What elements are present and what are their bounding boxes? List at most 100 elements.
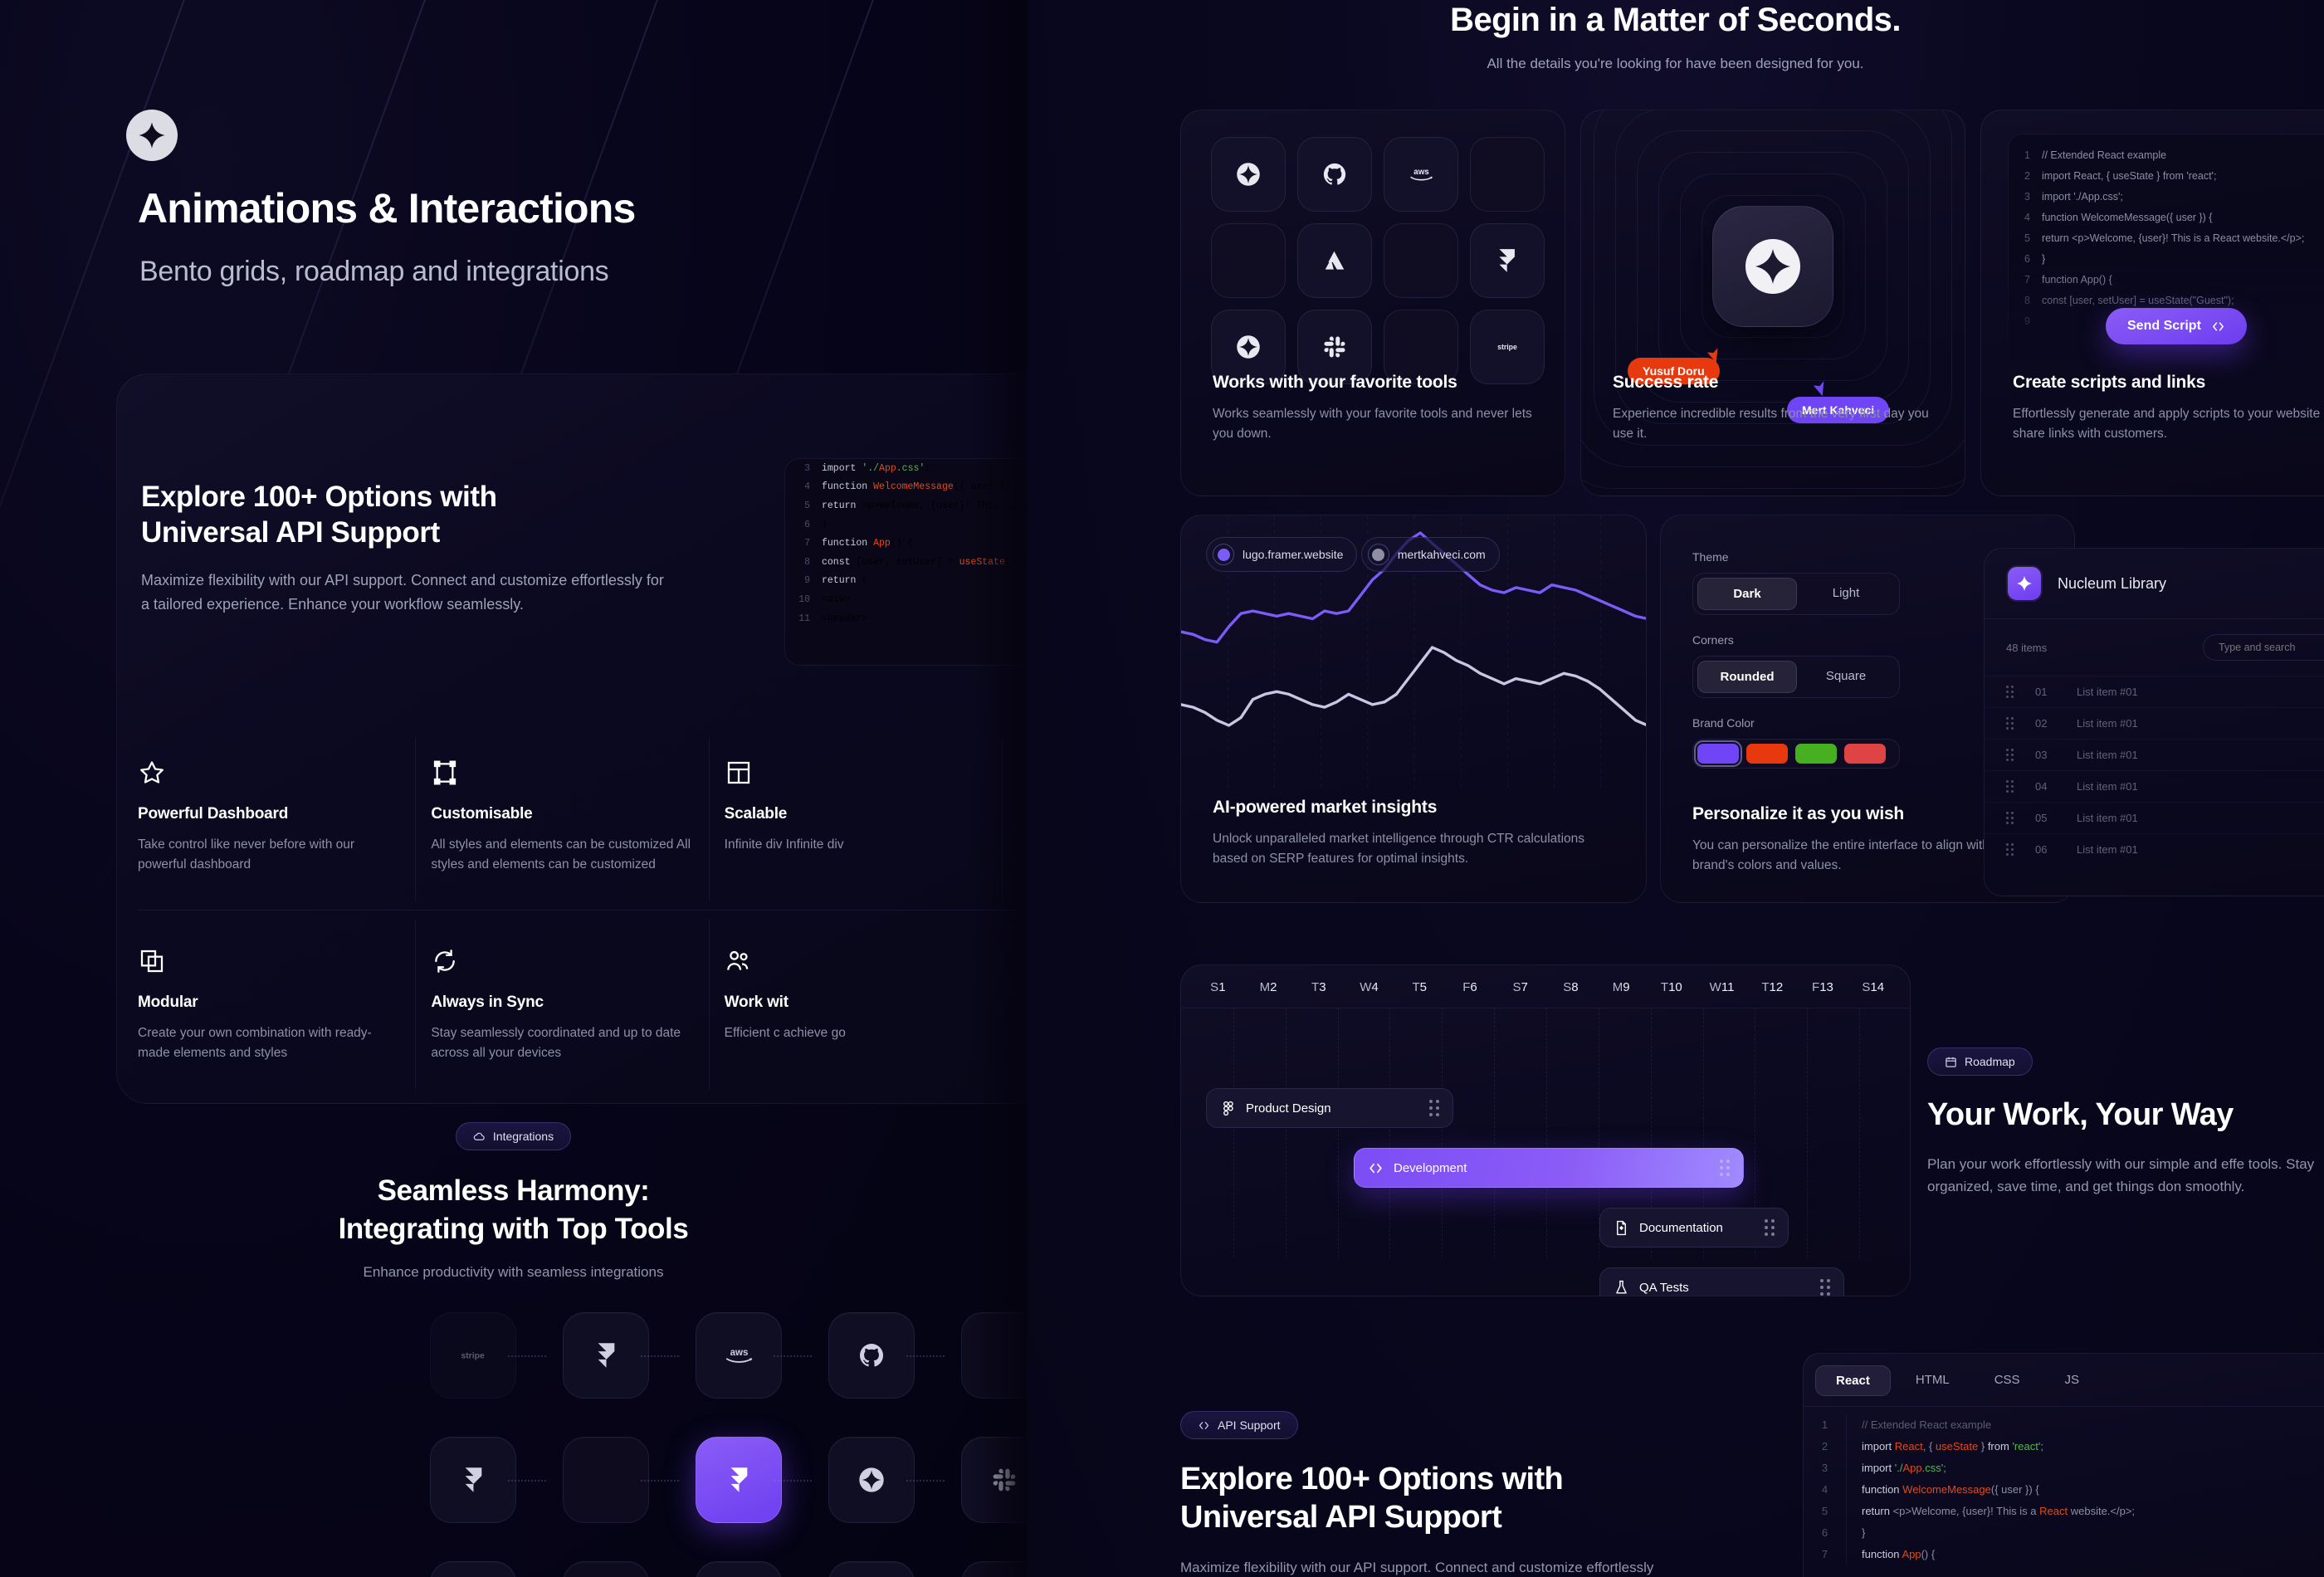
- nucleum-icon: [2006, 565, 2043, 602]
- integrations-badge[interactable]: Integrations: [455, 1122, 572, 1150]
- code-line-text: function App() {: [1862, 1547, 1936, 1560]
- code-line-text: import './App.css';: [822, 462, 931, 474]
- drag-handle-icon[interactable]: [1765, 1219, 1775, 1236]
- tool-tile-blank[interactable]: [1384, 223, 1458, 298]
- sparkle-star-icon: [2016, 575, 2033, 592]
- library-header: Nucleum Library: [1985, 549, 2324, 619]
- drag-handle-icon[interactable]: [2006, 843, 2014, 856]
- corners-segmented-control[interactable]: Rounded Square: [1692, 656, 1900, 698]
- api-support-badge[interactable]: API Support: [1180, 1411, 1298, 1439]
- editor-tab-html[interactable]: HTML: [1915, 1373, 1950, 1387]
- gantt-gridline: [1389, 1008, 1391, 1257]
- drag-handle-icon[interactable]: [2006, 717, 2014, 730]
- gantt-body: Product Design Development Documentation QA…: [1181, 1008, 1910, 1296]
- legend-item-0[interactable]: lugo.framer.website: [1206, 537, 1358, 572]
- flask-icon: [1614, 1280, 1629, 1296]
- integration-logo-nucleum[interactable]: [828, 1437, 915, 1523]
- tool-tile-framer[interactable]: [1470, 223, 1545, 298]
- integration-logo-github[interactable]: [828, 1312, 915, 1399]
- corners-label: Corners: [1692, 633, 1734, 647]
- drag-handle-icon[interactable]: [2006, 812, 2014, 824]
- integration-logo-framer-accent[interactable]: [696, 1437, 782, 1523]
- code-line-text: }: [822, 519, 828, 530]
- library-list-item[interactable]: 03 List item #01: [1985, 739, 2324, 770]
- drag-handle-icon[interactable]: [2006, 686, 2014, 698]
- drag-handle-icon[interactable]: [2006, 749, 2014, 761]
- integration-logo-aws[interactable]: aws: [696, 1312, 782, 1399]
- tool-tile-stripe[interactable]: stripe: [1470, 310, 1545, 384]
- tool-tile-github[interactable]: [1297, 137, 1372, 212]
- brand-color-swatch[interactable]: [1694, 740, 1742, 767]
- gantt-day-header: S1 M2 T3 W4 T5 F6 S7 S8 M9 T10 W11 T12 F13 S14: [1181, 965, 1910, 1008]
- drag-handle-icon[interactable]: [1429, 1100, 1439, 1116]
- editor-tab-js[interactable]: JS: [2064, 1373, 2080, 1387]
- library-list-item[interactable]: 02 List item #01: [1985, 707, 2324, 739]
- integrations-section: Integrations Seamless Harmony: Integrati…: [0, 1122, 1027, 1281]
- code-line: 2 import React, { useState } from 'react'…: [1804, 1435, 2324, 1457]
- integration-logo-blank[interactable]: [563, 1437, 649, 1523]
- tool-tile-blank[interactable]: [1470, 137, 1545, 212]
- feature-cell: Customisable All styles and elements can …: [431, 730, 724, 910]
- gantt-task-label: Documentation: [1639, 1220, 1723, 1235]
- editor-tab-react[interactable]: React: [1815, 1365, 1891, 1396]
- brand-color-swatch[interactable]: [1746, 744, 1788, 764]
- tool-tile-blank[interactable]: [1211, 223, 1286, 298]
- success-card-desc: Experience incredible results from the v…: [1613, 407, 1929, 442]
- drag-handle-icon[interactable]: [1820, 1279, 1830, 1296]
- theme-segmented-control[interactable]: Dark Light: [1692, 573, 1900, 615]
- integration-logo-framer[interactable]: [563, 1312, 649, 1399]
- frame-icon: [431, 759, 459, 787]
- theme-option-light[interactable]: Light: [1832, 586, 1860, 600]
- corners-option-square[interactable]: Square: [1825, 669, 1867, 683]
- page-title: Animations & Interactions: [138, 185, 636, 232]
- integration-logo-stripe[interactable]: stripe: [430, 1312, 516, 1399]
- brand-color-swatch[interactable]: [1844, 744, 1886, 764]
- gantt-day-cell: S1: [1210, 980, 1226, 994]
- brand-color-swatch[interactable]: [1795, 744, 1837, 764]
- drag-handle-icon[interactable]: [2006, 780, 2014, 793]
- api-title-line1: Explore 100+ Options with: [141, 481, 497, 513]
- code-line-text: <header>: [822, 613, 868, 624]
- code-line: 8 const [user, setUser] = useState("Gues…: [2009, 295, 2324, 315]
- gantt-gridline: [1337, 1008, 1339, 1257]
- gantt-task-bar[interactable]: Product Design: [1206, 1088, 1453, 1128]
- brand-color-swatches[interactable]: [1692, 739, 1900, 769]
- library-list-item[interactable]: 06 List item #01: [1985, 833, 2324, 865]
- tool-tile-nucleum[interactable]: [1211, 137, 1286, 212]
- gantt-task-bar[interactable]: Documentation: [1599, 1208, 1789, 1247]
- feature-cell: Always in Sync Stay seamlessly coordinate…: [431, 910, 725, 1098]
- library-search-input[interactable]: [2203, 634, 2324, 661]
- gantt-task-bar[interactable]: Development: [1354, 1148, 1744, 1188]
- integration-logo-aws[interactable]: aws: [696, 1561, 782, 1577]
- code-editor-card: React HTML CSS JS 1 // Extended React exampl…: [1803, 1353, 2324, 1577]
- tool-tile-atlassian[interactable]: [1297, 223, 1372, 298]
- sparkle-star-icon: [139, 122, 165, 149]
- gantt-gridline: [1650, 1008, 1652, 1257]
- integration-logo-framer[interactable]: [430, 1561, 516, 1577]
- integration-logo-blank[interactable]: [563, 1561, 649, 1577]
- send-script-button[interactable]: Send Script: [2106, 308, 2247, 344]
- integration-logo-framer[interactable]: [430, 1437, 516, 1523]
- library-item-index: 04: [2035, 780, 2048, 793]
- tool-tile-slack[interactable]: [1297, 310, 1372, 384]
- roadmap-badge[interactable]: Roadmap: [1927, 1047, 2033, 1076]
- drag-handle-icon[interactable]: [1720, 1160, 1730, 1176]
- theme-option-dark[interactable]: Dark: [1697, 578, 1797, 610]
- gantt-task-bar[interactable]: QA Tests: [1599, 1267, 1844, 1296]
- code-line-number: 5: [2024, 232, 2030, 244]
- library-list-item[interactable]: 01 List item #01: [1985, 676, 2324, 707]
- library-list-item[interactable]: 05 List item #01: [1985, 802, 2324, 833]
- library-list-item[interactable]: 04 List item #01: [1985, 770, 2324, 802]
- editor-tab-css[interactable]: CSS: [1994, 1373, 2020, 1387]
- tool-tile-blank[interactable]: [1384, 310, 1458, 384]
- code-line-number: 1: [2024, 149, 2030, 161]
- integration-logo-github[interactable]: [828, 1561, 915, 1577]
- legend-item-1[interactable]: mertkahveci.com: [1360, 537, 1500, 572]
- connector-line: [508, 1355, 546, 1357]
- corners-option-rounded[interactable]: Rounded: [1697, 661, 1797, 693]
- logo-cell: [407, 1542, 540, 1577]
- tool-tile-nucleum[interactable]: [1211, 310, 1286, 384]
- tool-tile-aws[interactable]: aws: [1384, 137, 1458, 212]
- code-line-number: 9: [804, 575, 810, 587]
- code-line-text: // Extended React example: [2042, 149, 2167, 161]
